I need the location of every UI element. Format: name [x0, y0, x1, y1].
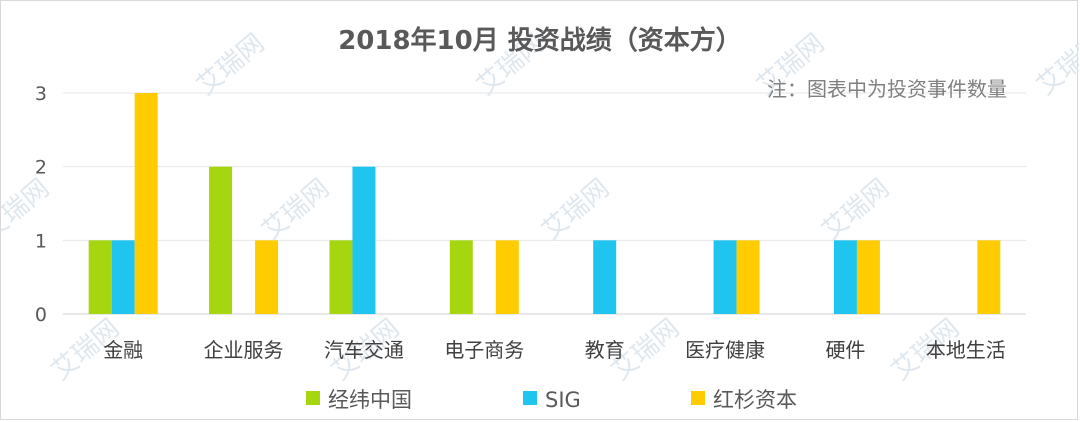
legend-label: SIG: [545, 388, 581, 412]
x-tick-label: 汽车交通: [324, 338, 404, 362]
legend-label: 红杉资本: [713, 388, 797, 412]
bar-2-7: [833, 240, 857, 314]
bar-1-2: [209, 166, 233, 314]
bar-3-8: [977, 240, 1001, 314]
y-tick-label: 3: [35, 83, 47, 105]
x-tick-label: 医疗健康: [685, 338, 765, 362]
bar-3-4: [495, 240, 519, 314]
x-tick-label: 电子商务: [444, 338, 524, 362]
watermark-text: 艾瑞网: [256, 173, 335, 246]
legend-swatch: [523, 391, 537, 405]
bar-3-7: [856, 240, 880, 314]
chart-title: 2018年10月 投资战绩（资本方）: [338, 26, 742, 56]
bar-1-4: [449, 240, 473, 314]
bar-3-1: [134, 93, 158, 314]
watermark-text: 艾瑞网: [816, 173, 895, 246]
y-tick-label: 1: [35, 230, 47, 252]
x-tick-labels: 金融 企业服务 汽车交通 电子商务 教育 医疗健康 硬件 本地生活: [103, 338, 1006, 362]
bar-2-5: [593, 240, 617, 314]
watermark-text: 艾瑞网: [1, 173, 55, 246]
bar-2-6: [713, 240, 737, 314]
x-tick-label: 本地生活: [926, 338, 1006, 362]
x-tick-label: 硬件: [825, 338, 865, 362]
legend: 经纬中国 SIG 红杉资本: [1, 385, 1079, 415]
bar-1-1: [88, 240, 112, 314]
bar-2-3: [352, 166, 376, 314]
legend-label: 经纬中国: [328, 388, 412, 412]
bar-2-1: [111, 240, 135, 314]
chart-note: 注：图表中为投资事件数量: [767, 77, 1007, 101]
legend-swatch: [691, 391, 705, 405]
x-tick-label: 企业服务: [204, 338, 284, 362]
bars: [88, 93, 1001, 314]
watermark-text: 艾瑞网: [536, 173, 615, 246]
legend-swatch: [306, 391, 320, 405]
x-tick-label: 教育: [585, 338, 625, 362]
bar-3-6: [736, 240, 760, 314]
y-tick-label: 2: [35, 157, 47, 179]
x-tick-label: 金融: [103, 338, 143, 362]
y-tick-label: 0: [35, 304, 47, 326]
bar-1-3: [329, 240, 353, 314]
bar-3-2: [255, 240, 279, 314]
y-tick-labels: 0 1 2 3: [35, 83, 47, 326]
